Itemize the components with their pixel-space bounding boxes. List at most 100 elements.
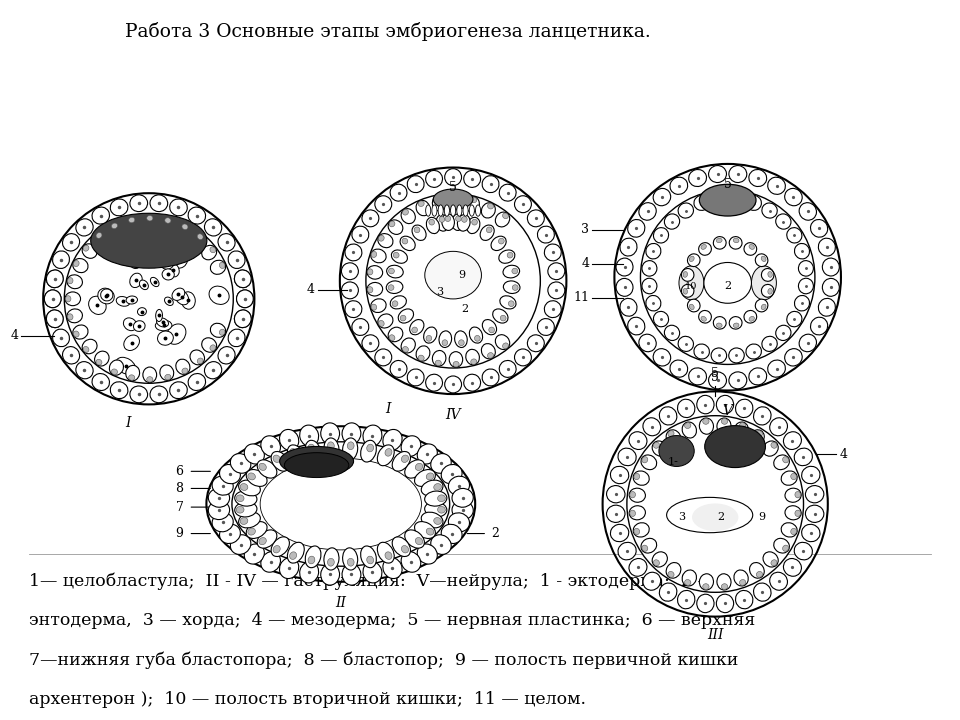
Ellipse shape bbox=[442, 340, 447, 346]
Ellipse shape bbox=[488, 203, 493, 209]
Ellipse shape bbox=[749, 316, 755, 321]
Ellipse shape bbox=[503, 213, 509, 219]
Ellipse shape bbox=[425, 171, 443, 187]
Ellipse shape bbox=[482, 369, 499, 386]
Ellipse shape bbox=[634, 471, 649, 485]
Text: 4: 4 bbox=[840, 448, 848, 461]
Ellipse shape bbox=[538, 226, 554, 243]
Ellipse shape bbox=[799, 261, 813, 276]
Ellipse shape bbox=[464, 171, 481, 187]
Ellipse shape bbox=[402, 238, 408, 244]
Ellipse shape bbox=[240, 484, 248, 490]
Ellipse shape bbox=[684, 271, 687, 277]
Ellipse shape bbox=[389, 269, 395, 274]
Ellipse shape bbox=[98, 288, 114, 304]
Ellipse shape bbox=[239, 512, 260, 528]
Ellipse shape bbox=[362, 210, 379, 227]
Ellipse shape bbox=[713, 317, 726, 329]
Ellipse shape bbox=[390, 184, 407, 201]
Text: IV: IV bbox=[445, 408, 461, 422]
Ellipse shape bbox=[762, 203, 778, 218]
Ellipse shape bbox=[654, 559, 660, 566]
Text: I: I bbox=[385, 402, 391, 416]
Ellipse shape bbox=[220, 329, 225, 336]
Text: архентерон );  10 — полость вторичной кишки;  11 — целом.: архентерон ); 10 — полость вторичной киш… bbox=[29, 691, 586, 708]
Ellipse shape bbox=[499, 184, 516, 201]
Ellipse shape bbox=[402, 210, 408, 215]
Ellipse shape bbox=[761, 304, 766, 310]
Ellipse shape bbox=[170, 199, 187, 216]
Ellipse shape bbox=[653, 189, 671, 206]
Ellipse shape bbox=[756, 300, 768, 312]
Ellipse shape bbox=[181, 292, 195, 309]
Ellipse shape bbox=[208, 501, 229, 520]
Ellipse shape bbox=[210, 345, 216, 351]
Ellipse shape bbox=[794, 542, 812, 560]
Ellipse shape bbox=[92, 207, 109, 224]
Ellipse shape bbox=[783, 432, 802, 449]
Ellipse shape bbox=[73, 258, 88, 273]
Ellipse shape bbox=[634, 528, 639, 534]
Ellipse shape bbox=[44, 290, 61, 307]
Ellipse shape bbox=[378, 314, 393, 328]
Ellipse shape bbox=[746, 195, 761, 210]
Ellipse shape bbox=[166, 263, 180, 277]
Ellipse shape bbox=[618, 542, 636, 560]
Ellipse shape bbox=[426, 336, 432, 341]
Ellipse shape bbox=[513, 284, 518, 290]
Ellipse shape bbox=[795, 492, 801, 498]
Ellipse shape bbox=[509, 301, 515, 307]
Ellipse shape bbox=[660, 583, 677, 601]
Ellipse shape bbox=[287, 542, 304, 563]
Ellipse shape bbox=[342, 564, 361, 585]
Ellipse shape bbox=[450, 205, 456, 216]
Ellipse shape bbox=[374, 349, 392, 366]
Ellipse shape bbox=[248, 528, 255, 535]
Ellipse shape bbox=[124, 318, 137, 330]
Text: 4: 4 bbox=[307, 284, 315, 297]
Ellipse shape bbox=[260, 458, 421, 550]
Ellipse shape bbox=[683, 570, 696, 586]
Ellipse shape bbox=[210, 260, 226, 274]
Ellipse shape bbox=[111, 369, 117, 374]
Text: 2: 2 bbox=[461, 304, 468, 314]
Ellipse shape bbox=[126, 296, 137, 304]
Ellipse shape bbox=[687, 254, 700, 266]
Ellipse shape bbox=[423, 327, 437, 343]
Text: 9: 9 bbox=[459, 270, 466, 280]
Ellipse shape bbox=[466, 197, 479, 212]
Ellipse shape bbox=[670, 177, 687, 194]
Ellipse shape bbox=[607, 505, 625, 523]
Ellipse shape bbox=[46, 270, 63, 288]
Ellipse shape bbox=[746, 344, 761, 359]
Ellipse shape bbox=[699, 310, 711, 323]
Ellipse shape bbox=[729, 192, 744, 207]
Ellipse shape bbox=[491, 236, 506, 251]
Ellipse shape bbox=[220, 524, 240, 544]
Ellipse shape bbox=[733, 238, 739, 243]
Ellipse shape bbox=[361, 441, 376, 462]
Ellipse shape bbox=[130, 273, 142, 287]
Ellipse shape bbox=[711, 348, 727, 363]
Ellipse shape bbox=[729, 166, 747, 183]
Text: II: II bbox=[335, 595, 347, 610]
Ellipse shape bbox=[735, 590, 753, 609]
Ellipse shape bbox=[44, 290, 61, 307]
Circle shape bbox=[603, 392, 828, 616]
Ellipse shape bbox=[469, 205, 474, 216]
Ellipse shape bbox=[284, 453, 348, 477]
Circle shape bbox=[614, 164, 841, 390]
Ellipse shape bbox=[126, 217, 139, 233]
Text: 6: 6 bbox=[176, 465, 183, 478]
Text: 4: 4 bbox=[11, 329, 18, 342]
Ellipse shape bbox=[628, 318, 645, 335]
Ellipse shape bbox=[810, 318, 828, 335]
Ellipse shape bbox=[122, 238, 140, 258]
Ellipse shape bbox=[261, 552, 280, 572]
Ellipse shape bbox=[367, 282, 383, 296]
Ellipse shape bbox=[818, 298, 835, 316]
Ellipse shape bbox=[770, 418, 787, 436]
Ellipse shape bbox=[416, 200, 430, 216]
Ellipse shape bbox=[463, 205, 468, 216]
Ellipse shape bbox=[433, 189, 473, 210]
